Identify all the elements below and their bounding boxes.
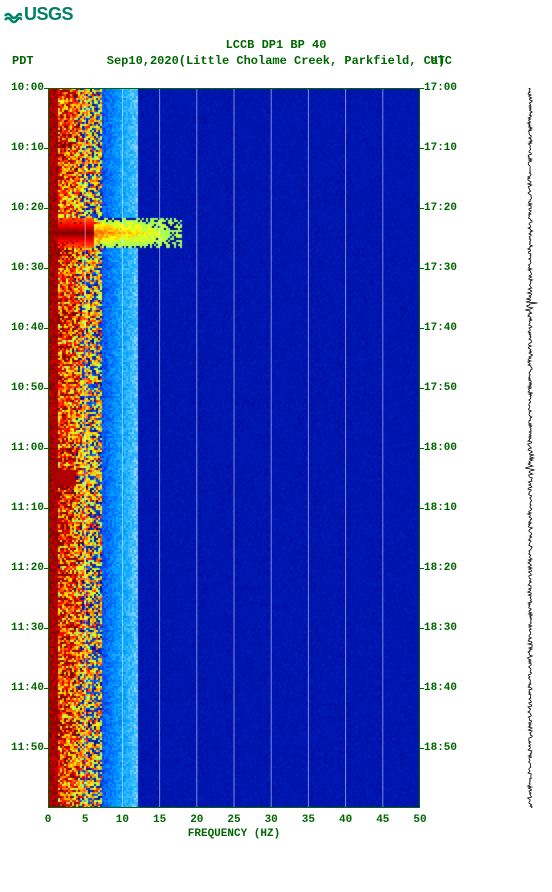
y-right-tick: 18:00 xyxy=(424,442,468,454)
y-left-tick: 10:30 xyxy=(0,262,44,274)
y-left-tick: 11:30 xyxy=(0,622,44,634)
wave-icon xyxy=(4,6,22,24)
x-tick: 30 xyxy=(265,814,278,826)
y-right-tick: 17:50 xyxy=(424,382,468,394)
x-tick: 10 xyxy=(116,814,129,826)
logo-text: USGS xyxy=(24,4,73,25)
y-right-tick: 17:30 xyxy=(424,262,468,274)
x-tick: 45 xyxy=(376,814,389,826)
y-left-tick: 11:20 xyxy=(0,562,44,574)
y-left-tick: 11:10 xyxy=(0,502,44,514)
y-left-tick: 10:20 xyxy=(0,202,44,214)
side-seismogram xyxy=(520,88,540,808)
x-tick: 40 xyxy=(339,814,352,826)
y-left-tick: 10:00 xyxy=(0,82,44,94)
y-right-tick: 18:10 xyxy=(424,502,468,514)
trace-svg xyxy=(520,88,540,808)
x-tick: 50 xyxy=(413,814,426,826)
x-tick: 0 xyxy=(45,814,52,826)
x-tick: 25 xyxy=(227,814,240,826)
y-right-tick: 17:20 xyxy=(424,202,468,214)
x-tick: 5 xyxy=(82,814,89,826)
y-left-tick: 11:00 xyxy=(0,442,44,454)
spectrogram-canvas xyxy=(48,88,420,808)
chart-title: LCCB DP1 BP 40 xyxy=(0,38,552,52)
y-right-tick: 18:30 xyxy=(424,622,468,634)
y-left-tick: 11:40 xyxy=(0,682,44,694)
x-axis-title: FREQUENCY (HZ) xyxy=(48,828,420,840)
tz-right: UTC xyxy=(430,54,452,68)
y-left-tick: 11:50 xyxy=(0,742,44,754)
y-right-tick: 17:40 xyxy=(424,322,468,334)
y-right-tick: 18:50 xyxy=(424,742,468,754)
y-right-tick: 18:20 xyxy=(424,562,468,574)
spectrogram-plot xyxy=(48,88,420,808)
x-tick: 20 xyxy=(190,814,203,826)
subtitle-center: Sep10,2020(Little Cholame Creek, Parkfie… xyxy=(0,54,552,68)
subtitle-location: (Little Cholame Creek, Parkfield, Ca) xyxy=(179,54,445,68)
subtitle-date: Sep10,2020 xyxy=(107,54,179,68)
y-right-tick: 17:00 xyxy=(424,82,468,94)
y-left-tick: 10:10 xyxy=(0,142,44,154)
y-right-tick: 18:40 xyxy=(424,682,468,694)
x-tick: 35 xyxy=(302,814,315,826)
usgs-logo: USGS xyxy=(4,4,73,25)
y-left-tick: 10:40 xyxy=(0,322,44,334)
x-tick: 15 xyxy=(153,814,166,826)
y-left-tick: 10:50 xyxy=(0,382,44,394)
y-right-tick: 17:10 xyxy=(424,142,468,154)
